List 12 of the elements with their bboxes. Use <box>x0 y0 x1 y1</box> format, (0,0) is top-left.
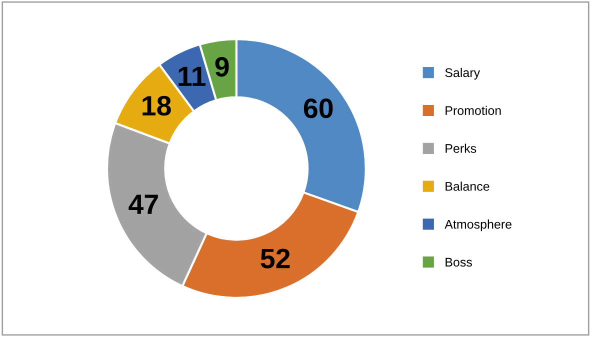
legend-label: Balance <box>446 182 490 191</box>
legend-label: Perks <box>446 144 476 153</box>
legend-label: Atmosphere <box>444 220 512 232</box>
data-label: 11 <box>178 66 206 86</box>
data-label: 52 <box>260 248 290 268</box>
legend-label: Promotion <box>446 106 501 115</box>
data-label: 60 <box>304 98 333 118</box>
data-label: 47 <box>128 194 158 214</box>
data-label: 18 <box>142 96 171 116</box>
legend-label: Salary <box>445 68 480 80</box>
legend-label: Boss <box>446 258 472 267</box>
data-label: 9 <box>215 57 229 77</box>
